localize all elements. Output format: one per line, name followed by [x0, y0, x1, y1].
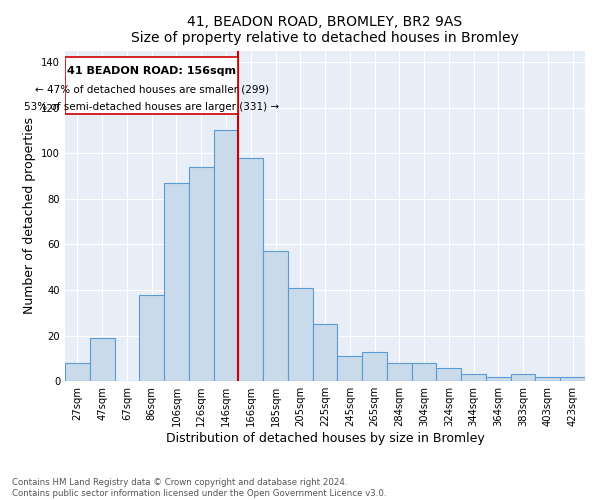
Bar — [139, 294, 164, 381]
Bar — [214, 130, 238, 381]
Bar — [238, 158, 263, 381]
Bar — [263, 251, 288, 381]
Bar — [387, 363, 412, 381]
FancyBboxPatch shape — [65, 58, 238, 114]
Bar — [511, 374, 535, 381]
X-axis label: Distribution of detached houses by size in Bromley: Distribution of detached houses by size … — [166, 432, 484, 445]
Title: 41, BEADON ROAD, BROMLEY, BR2 9AS
Size of property relative to detached houses i: 41, BEADON ROAD, BROMLEY, BR2 9AS Size o… — [131, 15, 519, 45]
Bar — [436, 368, 461, 381]
Bar — [560, 376, 585, 381]
Bar — [337, 356, 362, 381]
Text: Contains HM Land Registry data © Crown copyright and database right 2024.
Contai: Contains HM Land Registry data © Crown c… — [12, 478, 386, 498]
Bar — [412, 363, 436, 381]
Bar — [313, 324, 337, 381]
Bar — [65, 363, 90, 381]
Text: ← 47% of detached houses are smaller (299): ← 47% of detached houses are smaller (29… — [35, 84, 269, 94]
Bar — [362, 352, 387, 381]
Bar — [90, 338, 115, 381]
Bar — [461, 374, 486, 381]
Y-axis label: Number of detached properties: Number of detached properties — [23, 118, 35, 314]
Bar — [486, 376, 511, 381]
Bar — [535, 376, 560, 381]
Text: 41 BEADON ROAD: 156sqm: 41 BEADON ROAD: 156sqm — [67, 66, 236, 76]
Bar — [189, 167, 214, 381]
Text: 53% of semi-detached houses are larger (331) →: 53% of semi-detached houses are larger (… — [24, 102, 279, 112]
Bar — [164, 183, 189, 381]
Bar — [288, 288, 313, 381]
